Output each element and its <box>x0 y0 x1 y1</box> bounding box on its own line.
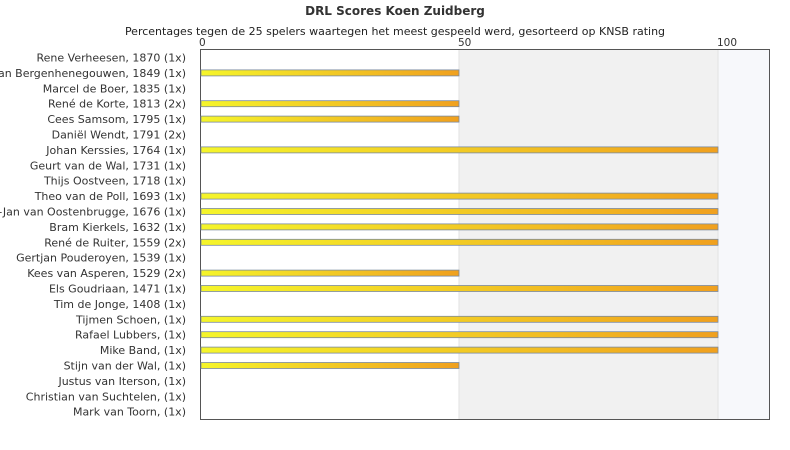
player-label: Tim de Jonge, 1408 (1x) <box>53 298 186 311</box>
player-label: Marcel de Boer, 1835 (1x) <box>43 82 186 95</box>
player-label: Stijn van der Wal, (1x) <box>64 360 186 373</box>
bar <box>200 346 719 354</box>
player-label: t-Jan van Oostenbrugge, 1676 (1x) <box>0 206 186 219</box>
player-label: Rafael Lubbers, (1x) <box>75 329 186 342</box>
bar <box>200 208 719 215</box>
player-label: Christian van Suchtelen, (1x) <box>26 390 186 403</box>
bar <box>200 315 719 323</box>
player-label: Mark van Toorn, (1x) <box>73 406 186 419</box>
chart-subtitle: Percentages tegen de 25 spelers waartege… <box>124 25 666 38</box>
bar <box>200 362 460 369</box>
bar <box>200 269 460 277</box>
bar <box>200 331 719 339</box>
x-tick-label: 100 <box>717 37 737 49</box>
player-label: Theo van de Poll, 1693 (1x) <box>34 190 186 203</box>
player-label: Gertjan Pouderoyen, 1539 (1x) <box>16 252 186 265</box>
bar <box>200 69 460 77</box>
bar <box>200 192 719 200</box>
player-label: Tijmen Schoen, (1x) <box>75 313 186 326</box>
player-label: Geurt van de Wal, 1731 (1x) <box>30 159 186 172</box>
plot-border <box>200 49 770 420</box>
player-label: René de Ruiter, 1559 (2x) <box>44 236 186 249</box>
x-tick-label: 0 <box>199 37 206 49</box>
player-label: Mike Band, (1x) <box>100 344 186 357</box>
plot-band-0-50 <box>200 49 459 420</box>
bar <box>200 223 719 231</box>
bar <box>200 146 719 154</box>
player-label: van Bergenhenegouwen, 1849 (1x) <box>0 67 186 80</box>
plot-band-50-100 <box>459 49 718 420</box>
player-label: Thijs Oostveen, 1718 (1x) <box>43 175 186 188</box>
player-label: Justus van Iterson, (1x) <box>57 375 186 388</box>
player-label: Cees Samsom, 1795 (1x) <box>47 113 186 126</box>
player-label: Daniël Wendt, 1791 (2x) <box>52 129 186 142</box>
player-label: Johan Kerssies, 1764 (1x) <box>45 144 186 157</box>
chart-title: DRL Scores Koen Zuidberg <box>305 4 485 18</box>
bar <box>200 238 719 246</box>
plot-band-100-110 <box>718 49 770 420</box>
x-tick-label: 50 <box>458 37 471 49</box>
player-label: Bram Kierkels, 1632 (1x) <box>49 221 186 234</box>
bar <box>200 100 460 108</box>
player-label: Els Goudriaan, 1471 (1x) <box>49 283 186 296</box>
bar <box>200 115 460 123</box>
player-label: René de Korte, 1813 (2x) <box>48 98 186 111</box>
player-label: Kees van Asperen, 1529 (2x) <box>27 267 186 280</box>
player-label: Rene Verheesen, 1870 (1x) <box>37 52 186 65</box>
bar <box>200 285 719 292</box>
